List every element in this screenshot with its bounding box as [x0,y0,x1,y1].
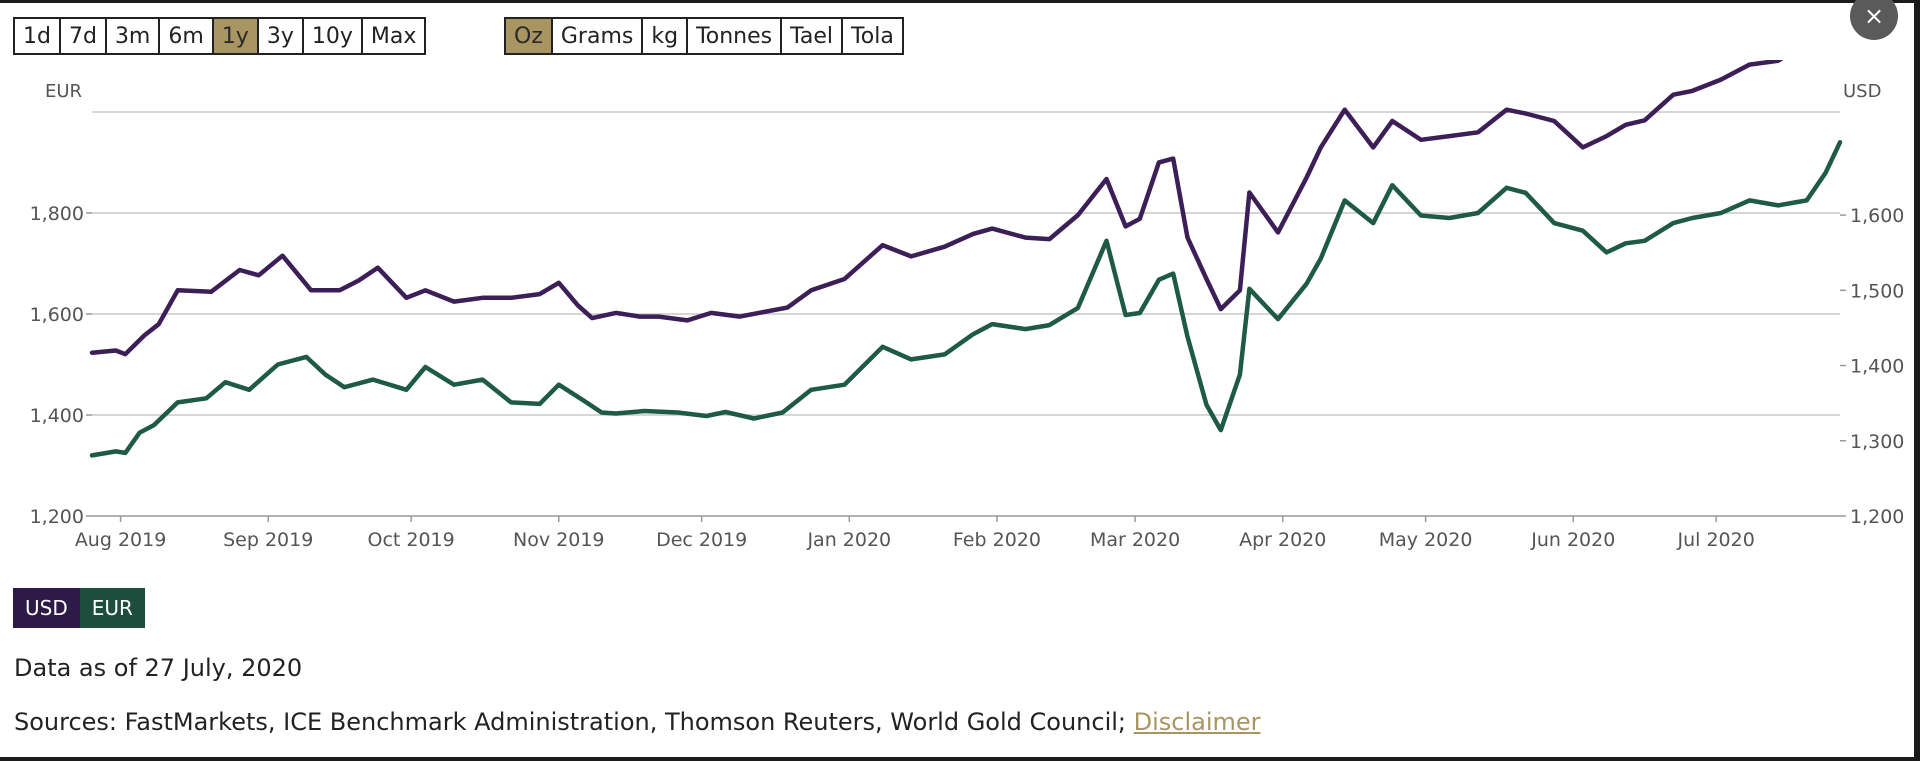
unit-button-oz[interactable]: Oz [506,19,553,53]
right-tick-label: 1,400 [1850,356,1904,378]
x-tick-label: Nov 2019 [513,529,604,551]
x-tick-label: Jun 2020 [1530,529,1615,551]
series-line-eur [89,140,1843,458]
series-lines [89,60,1843,458]
grid-lines [92,111,1840,517]
legend-usd-toggle[interactable]: USD [13,588,80,628]
right-tick-label: 1,600 [1850,205,1904,227]
unit-button-kg[interactable]: kg [643,19,689,53]
right-tick-label: 1,300 [1850,431,1904,453]
x-tick-label: Mar 2020 [1090,529,1180,551]
unit-button-tonnes[interactable]: Tonnes [688,19,783,53]
range-button-7d[interactable]: 7d [60,19,107,53]
left-tick-label: 1,400 [30,405,84,427]
range-button-max[interactable]: Max [362,19,425,53]
left-tick-label: 1,600 [30,304,84,326]
x-tick-label: Dec 2019 [656,529,747,551]
left-axis-label: EUR [45,81,82,102]
x-tick-label: Feb 2020 [953,529,1041,551]
axes: 1,200 1,400 1,600 1,800 1,200 1,300 1,400 1,500… [30,81,1905,551]
sources-prefix: Sources: FastMarkets, ICE Benchmark Admi… [14,708,1134,736]
range-button-1y[interactable]: 1y [213,19,259,53]
x-tick-label: Oct 2019 [367,529,454,551]
left-tick-label: 1,200 [30,506,84,528]
range-button-3m[interactable]: 3m [106,19,161,53]
right-frame-border [1914,0,1920,761]
range-button-6m[interactable]: 6m [160,19,214,53]
x-tick-label: Jan 2020 [806,529,891,551]
legend-eur-toggle[interactable]: EUR [79,588,145,628]
series-line-usd [89,60,1784,357]
unit-button-grams[interactable]: Grams [552,19,644,53]
close-icon: × [1863,2,1885,30]
range-button-10y[interactable]: 10y [303,19,363,53]
currency-legend: USD EUR [13,588,145,628]
unit-selector: Oz Grams kg Tonnes Tael Tola [504,17,904,55]
data-as-of-text: Data as of 27 July, 2020 [14,654,303,682]
sources-text: Sources: FastMarkets, ICE Benchmark Admi… [14,708,1261,736]
unit-button-tola[interactable]: Tola [843,19,902,53]
unit-button-tael[interactable]: Tael [782,19,844,53]
gold-price-chart: 1,200 1,400 1,600 1,800 1,200 1,300 1,400 1,500… [30,60,1905,551]
x-tick-label: Aug 2019 [75,529,167,551]
top-frame-border [0,0,1920,3]
time-range-selector: 1d 7d 3m 6m 1y 3y 10y Max [13,17,427,55]
bottom-frame-border [0,757,1920,761]
x-tick-label: Sep 2019 [223,529,313,551]
right-tick-label: 1,200 [1850,506,1904,528]
x-tick-label: May 2020 [1379,529,1473,551]
disclaimer-link[interactable]: Disclaimer [1133,708,1261,736]
x-tick-label: Jul 2020 [1676,529,1754,551]
x-tick-label: Apr 2020 [1239,529,1326,551]
right-axis-label: USD [1843,81,1881,102]
close-button[interactable]: × [1850,0,1898,40]
range-button-3y[interactable]: 3y [258,19,304,53]
left-tick-label: 1,800 [30,203,84,225]
right-tick-label: 1,500 [1850,280,1904,302]
range-button-1d[interactable]: 1d [15,19,61,53]
